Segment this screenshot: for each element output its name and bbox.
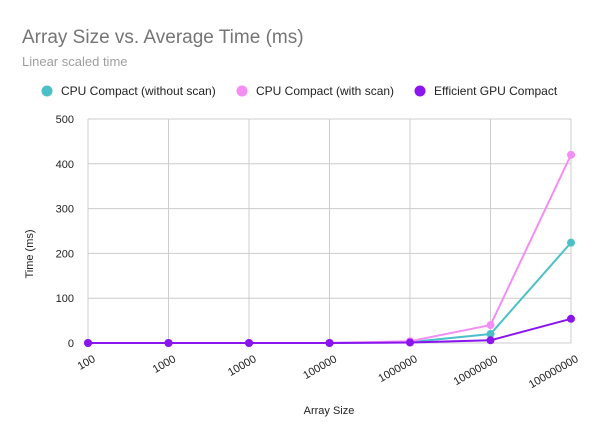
x-tick-label: 10000000 [452, 353, 500, 388]
y-tick-label: 100 [56, 293, 74, 305]
chart-title: Array Size vs. Average Time (ms) [22, 27, 304, 48]
data-point [486, 330, 495, 339]
y-tick-label: 500 [56, 114, 74, 126]
legend-label: Efficient GPU Compact [434, 84, 558, 98]
legend-marker [41, 85, 53, 97]
data-point [486, 321, 495, 330]
y-tick-label: 300 [56, 204, 74, 216]
legend-item-2: CPU Compact (with scan) [236, 84, 394, 98]
legend-marker [236, 85, 248, 97]
y-tick-label: 0 [68, 338, 74, 350]
y-axis-ticks: 0 100 200 300 400 500 [56, 114, 74, 350]
data-point [325, 339, 334, 347]
data-point [567, 150, 575, 159]
data-point [567, 238, 575, 247]
data-point [245, 339, 253, 347]
x-tick-label: 1000000 [376, 353, 419, 385]
legend: CPU Compact (without scan) CPU Compact (w… [41, 84, 558, 98]
series-group [84, 150, 575, 347]
chart-subtitle: Linear scaled time [22, 54, 128, 69]
y-tick-label: 200 [56, 248, 74, 260]
data-point [406, 338, 414, 347]
data-point [84, 339, 92, 347]
data-point [567, 314, 575, 323]
gridlines [87, 118, 572, 344]
data-point [486, 336, 495, 345]
y-axis-label: Time (ms) [24, 229, 36, 278]
legend-label: CPU Compact (with scan) [256, 84, 394, 98]
legend-item-1: CPU Compact (without scan) [41, 84, 216, 98]
x-axis-label: Array Size [304, 405, 355, 417]
x-tick-label: 1000 [151, 353, 178, 376]
y-tick-label: 400 [56, 159, 74, 171]
legend-label: CPU Compact (without scan) [61, 84, 216, 98]
x-tick-label: 10000 [226, 353, 258, 379]
x-tick-label: 100000000 [527, 353, 581, 391]
legend-item-3: Efficient GPU Compact [414, 84, 558, 98]
x-tick-label: 100000 [301, 353, 339, 382]
legend-marker [414, 85, 426, 97]
x-tick-label: 100 [76, 353, 98, 373]
x-axis-ticks: 100 1000 10000 100000 1000000 10000000 1000000… [76, 353, 581, 391]
data-point [164, 339, 173, 347]
